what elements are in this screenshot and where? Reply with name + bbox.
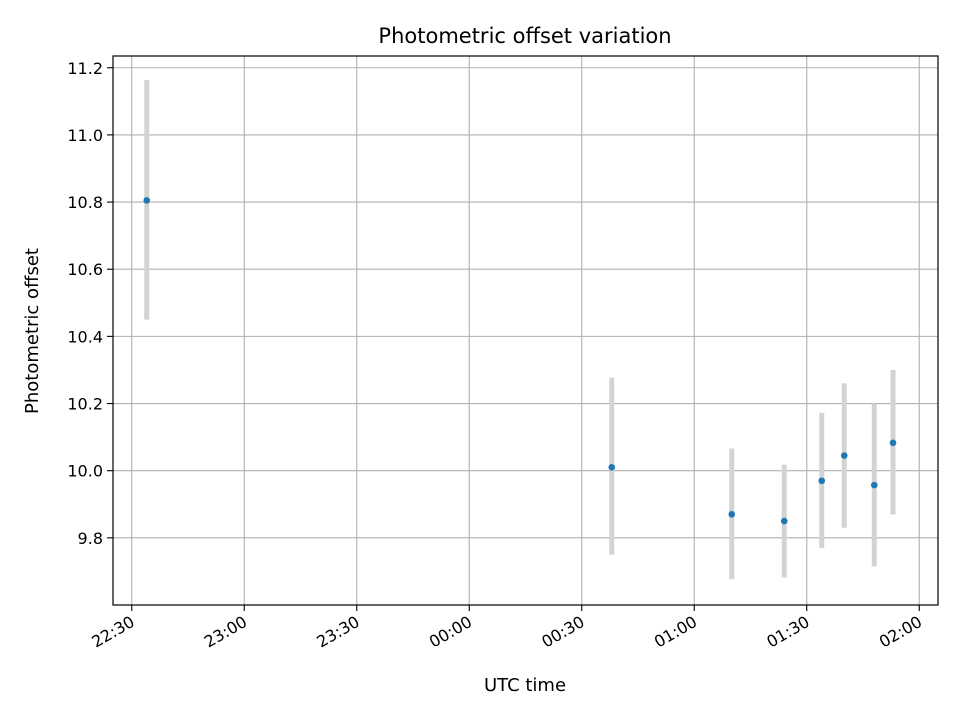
data-points — [143, 197, 897, 525]
y-tick-label: 10.6 — [67, 260, 103, 279]
data-point — [728, 511, 736, 518]
data-point — [143, 197, 151, 204]
data-point — [780, 517, 788, 525]
data-point — [870, 481, 878, 489]
y-tick-label: 10.8 — [67, 193, 103, 212]
y-axis-label: Photometric offset — [22, 248, 43, 414]
y-tick-label: 10.0 — [67, 462, 103, 481]
grid-lines — [113, 56, 938, 605]
x-axis-label: UTC time — [484, 675, 566, 696]
chart-title: Photometric offset variation — [378, 24, 671, 48]
y-tick-label: 10.2 — [67, 395, 103, 414]
y-axis-ticks: 9.8 10.0 10.2 10.4 10.6 10.8 11.0 11.2 — [67, 59, 113, 548]
y-tick-label: 11.0 — [67, 126, 103, 145]
y-tick-label: 9.8 — [78, 529, 103, 548]
data-point — [818, 477, 826, 485]
data-point — [840, 452, 848, 459]
data-point — [608, 464, 616, 471]
plot-frame — [112, 55, 939, 606]
data-point — [889, 439, 897, 447]
y-tick-label: 10.4 — [67, 327, 103, 346]
y-tick-label: 11.2 — [67, 59, 103, 78]
